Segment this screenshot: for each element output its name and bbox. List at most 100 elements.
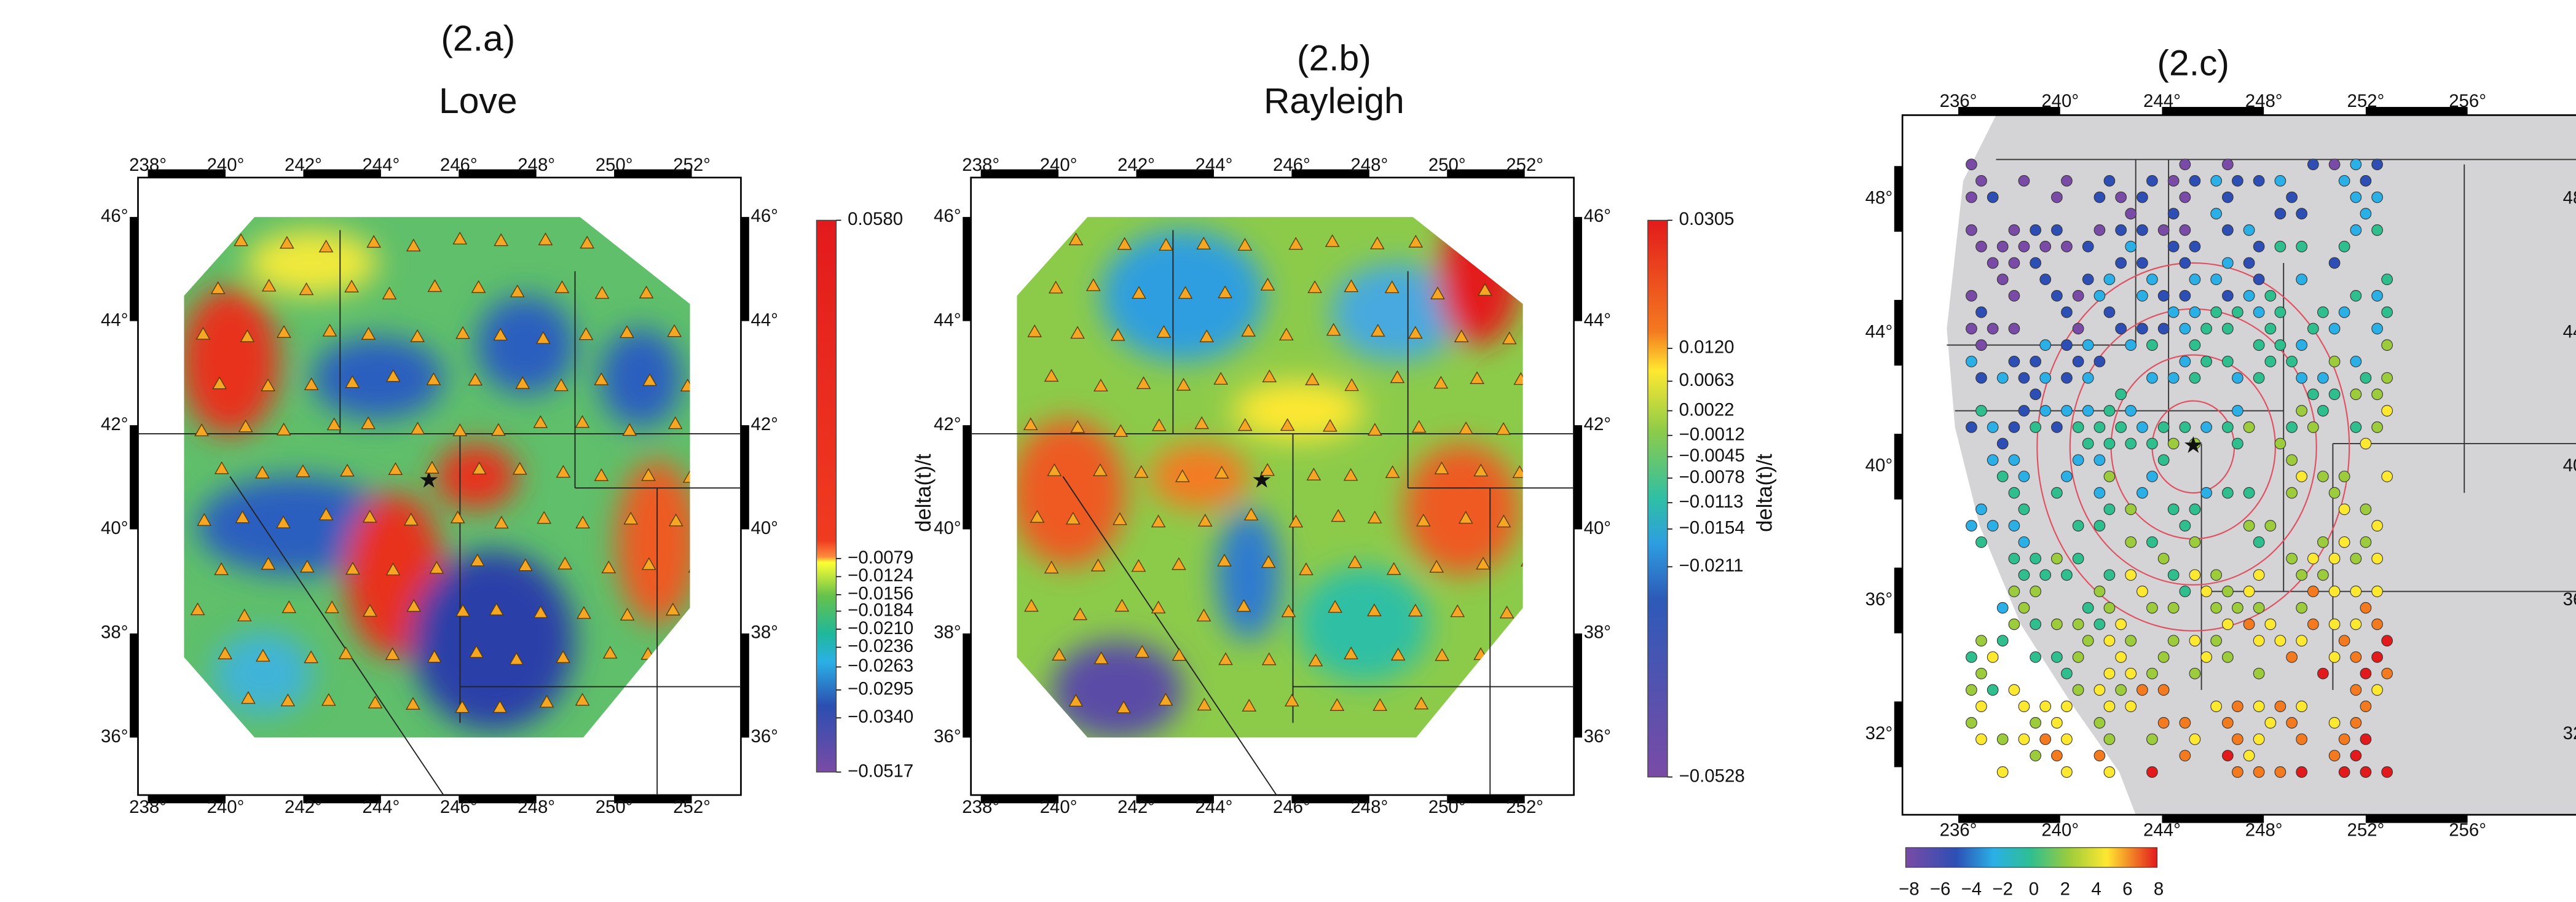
station-dot xyxy=(1966,684,1977,696)
station-dot xyxy=(2189,307,2200,318)
station-dot xyxy=(2062,175,2073,186)
station-dot xyxy=(2168,372,2179,383)
station-dot xyxy=(2030,356,2041,367)
station-dot xyxy=(2189,241,2200,252)
station-dot xyxy=(2180,422,2191,433)
station-dot xyxy=(2062,340,2073,351)
station-dot xyxy=(2286,487,2298,498)
frame-band xyxy=(130,633,138,737)
station-dot xyxy=(2125,635,2137,646)
colorbar-label: −0.0263 xyxy=(848,656,913,676)
station-dot xyxy=(2339,241,2350,252)
station-dot xyxy=(2125,537,2137,548)
station-dot xyxy=(2201,323,2212,334)
station-dot xyxy=(2019,504,2030,515)
station-dot xyxy=(1966,192,1977,203)
station-dot xyxy=(2253,241,2264,252)
colorbar-label: −0.0236 xyxy=(848,636,913,656)
x-tick-label: 244° xyxy=(2143,91,2181,111)
station-dot xyxy=(2116,652,2127,663)
x-tick-label: 242° xyxy=(1117,797,1155,817)
station-dot xyxy=(2104,471,2115,482)
station-dot xyxy=(2052,553,2063,564)
station-dot xyxy=(2243,487,2255,498)
station-dot xyxy=(2189,537,2200,548)
station-dot xyxy=(2329,257,2340,269)
station-dot xyxy=(2243,225,2255,236)
y-tick-label: 38° xyxy=(1584,622,1611,643)
station-dot xyxy=(2360,372,2371,383)
station-dot xyxy=(1976,701,1987,712)
frame-band xyxy=(1574,633,1582,737)
station-dot xyxy=(2094,619,2105,630)
station-dot xyxy=(2329,487,2340,498)
station-dot xyxy=(2360,701,2371,712)
station-dot xyxy=(2180,356,2191,367)
station-dot xyxy=(2158,225,2169,236)
station-dot xyxy=(2052,750,2063,761)
station-dot xyxy=(2137,323,2148,334)
y-tick-label: 40° xyxy=(101,518,128,538)
station-dot xyxy=(2296,635,2307,646)
station-dot xyxy=(2243,750,2255,761)
station-dot xyxy=(2052,718,2063,729)
station-dot xyxy=(2009,684,2020,696)
station-dot xyxy=(2168,504,2179,515)
station-dot xyxy=(2232,372,2243,383)
station-marker xyxy=(1503,692,1516,704)
station-dot xyxy=(2372,553,2383,564)
station-dot xyxy=(2073,356,2084,367)
colorbar-axis-label: delta(t)/t xyxy=(1753,453,1776,532)
station-dot xyxy=(2223,718,2234,729)
station-dot xyxy=(2125,406,2137,417)
colorbar-label: −8 xyxy=(1899,879,1920,900)
y-tick-label: 36° xyxy=(2563,589,2576,610)
station-dot xyxy=(2189,504,2200,515)
station-dot xyxy=(2073,455,2084,466)
station-dot xyxy=(1976,372,1987,383)
station-dot xyxy=(1997,734,2008,745)
station-dot xyxy=(2062,570,2073,581)
station-dot xyxy=(2052,487,2063,498)
x-tick-label: 238° xyxy=(129,797,167,817)
x-tick-label: 242° xyxy=(285,797,322,817)
station-dot xyxy=(1987,652,1998,663)
station-dot xyxy=(2275,340,2286,351)
figure: ★ ★ ★ (2.a)Love238°238°240°240°242°242°2… xyxy=(0,0,2576,902)
station-dot xyxy=(2296,767,2307,778)
station-dot xyxy=(2040,274,2051,285)
station-dot xyxy=(1976,668,1987,679)
station-dot xyxy=(2189,274,2200,285)
colorbar-label: −0.0210 xyxy=(848,618,913,638)
station-dot xyxy=(2350,389,2361,400)
station-dot xyxy=(2030,389,2041,400)
station-dot xyxy=(2360,438,2371,449)
station-dot xyxy=(2082,406,2093,417)
station-dot xyxy=(2253,340,2264,351)
y-tick-label: 46° xyxy=(750,206,778,226)
station-marker xyxy=(689,561,702,573)
y-tick-label: 46° xyxy=(934,206,961,226)
station-dot xyxy=(2275,635,2286,646)
station-dot xyxy=(2019,471,2030,482)
station-dot xyxy=(2040,406,2051,417)
station-dot xyxy=(2104,504,2115,515)
station-dot xyxy=(2009,586,2020,597)
station-dot xyxy=(2360,734,2371,745)
station-dot xyxy=(2009,520,2020,531)
station-dot xyxy=(2030,422,2041,433)
station-dot xyxy=(1976,734,1987,745)
station-dot xyxy=(2339,471,2350,482)
station-dot xyxy=(1966,291,1977,302)
station-dot xyxy=(2189,570,2200,581)
station-dot xyxy=(2275,438,2286,449)
station-dot xyxy=(2223,619,2234,630)
station-dot xyxy=(1987,422,1998,433)
station-dot xyxy=(2019,570,2030,581)
station-dot xyxy=(2253,307,2264,318)
station-dot xyxy=(2073,619,2084,630)
station-dot xyxy=(2062,767,2073,778)
station-dot xyxy=(2275,307,2286,318)
station-dot xyxy=(2137,487,2148,498)
station-dot xyxy=(2253,635,2264,646)
